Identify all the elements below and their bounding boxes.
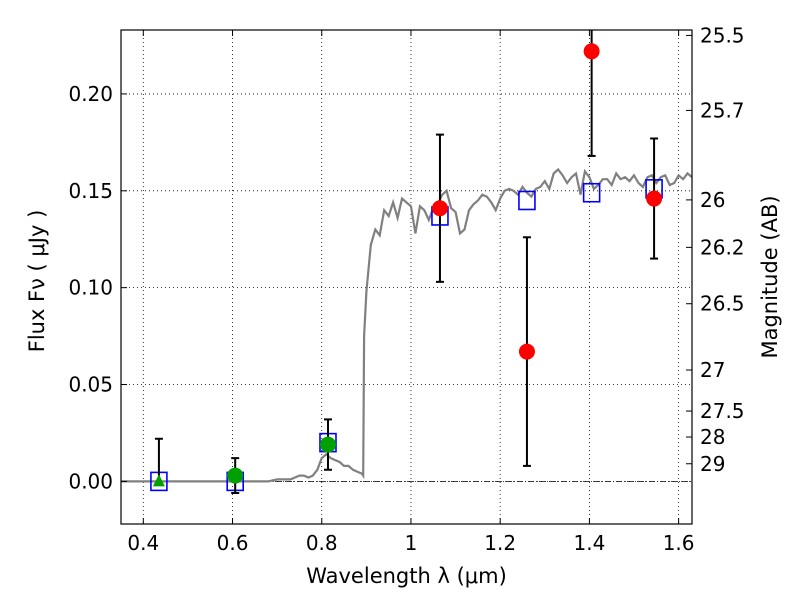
plot-data [121,30,692,495]
axis-ticks: 0.4 0.6 0.8 1 1.2 1.4 1.6 0.00 0.05 0.10 0.15 0.20 2… [68,23,744,555]
mag-tick-label: 26 [700,188,725,212]
x-tick-label: 0.8 [306,531,338,555]
x-tick-label: 0.6 [217,531,249,555]
mag-tick-label: 29 [700,452,725,476]
plot-area [121,30,692,495]
mag-tick-label: 27 [700,358,725,382]
x-axis-label: Wavelength λ (μm) [306,564,507,588]
mag-tick-label: 25.5 [700,23,745,47]
observed-nir-point [431,200,448,217]
x-tick-label: 1.4 [573,531,605,555]
model-photometry-square [518,190,536,211]
observed-nir-point [646,190,663,207]
x-tick-label: 1.6 [663,531,695,555]
observed-detection-point [227,467,244,484]
y-tick-label: 0.15 [68,179,113,203]
upper-limit-triangle [152,474,165,487]
observed-detection-point [319,436,336,453]
mag-tick-label: 25.7 [700,98,745,122]
y-tick-label: 0.20 [68,82,113,106]
y-axis-label: Flux Fν ( μJy ) [25,210,49,353]
y-tick-label: 0.00 [68,469,113,493]
mag-tick-label: 28 [700,425,725,449]
mag-tick-label: 26.5 [700,292,745,316]
observed-nir-point [518,343,535,360]
y2-axis-label: Magnitude (AB) [758,195,782,358]
mag-tick-label: 26.2 [700,235,745,259]
x-tick-label: 1.2 [484,531,516,555]
x-tick-label: 0.4 [127,531,159,555]
observed-nir-point [583,43,600,60]
mag-tick-label: 27.5 [700,399,745,423]
y-tick-label: 0.05 [68,373,113,397]
x-tick-label: 1 [405,531,418,555]
model-spectrum-line [121,167,692,483]
model-photometry-square [582,182,601,203]
y-tick-label: 0.10 [68,276,113,300]
plot-frame [120,29,693,525]
grid [121,30,692,524]
